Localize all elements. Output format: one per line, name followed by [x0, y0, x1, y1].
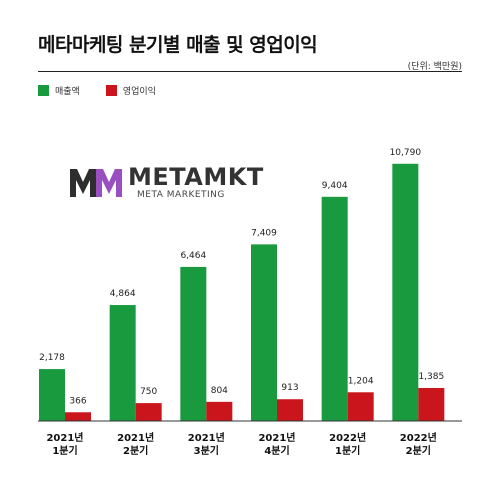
bar-revenue-5: [321, 196, 348, 421]
x-tick-label-1-line-2: 1분기: [52, 444, 77, 457]
bar-revenue-6: [392, 163, 419, 421]
x-tick-label-6-line-1: 2022년: [400, 431, 437, 444]
bar-profit-1: [65, 412, 91, 421]
bar-profit-2: [135, 403, 162, 421]
bar-revenue-2: [109, 305, 136, 421]
legend: 매출액 영업이익: [38, 84, 182, 97]
data-label-profit-3: 804: [211, 386, 228, 396]
legend-item-profit: 영업이익: [105, 84, 156, 97]
bar-revenue-1: [39, 369, 65, 421]
data-label-profit-6: 1,385: [418, 372, 444, 382]
x-tick-label-3-line-1: 2021년: [188, 431, 225, 444]
bar-profit-6: [418, 387, 445, 421]
unit-note: (단위: 백만원): [407, 62, 462, 72]
data-label-profit-2: 750: [140, 387, 157, 397]
data-label-profit-1: 366: [69, 396, 86, 406]
x-tick-label-3-line-2: 3분기: [194, 444, 219, 457]
data-label-revenue-1: 2,178: [39, 353, 65, 363]
legend-item-revenue: 매출액: [38, 84, 80, 97]
data-label-revenue-6: 10,790: [390, 148, 422, 158]
metamkt-logo: METAMKT META MARKETING: [70, 164, 264, 200]
x-tick-label-5-line-1: 2022년: [329, 431, 366, 444]
bar-profit-5: [347, 392, 374, 421]
x-tick-label-4-line-2: 4분기: [264, 444, 289, 457]
bar-profit-3: [206, 401, 233, 421]
x-tick-label-2-line-2: 2분기: [123, 444, 148, 457]
title-divider: [38, 71, 462, 72]
x-tick-label-1-line-1: 2021년: [46, 431, 83, 444]
bars-group: 2,178 366 4,864 750 6,464 804 7,409 913 9,404 1,2…: [39, 148, 445, 421]
bar-profit-4: [277, 399, 303, 421]
legend-swatch-profit: [105, 85, 117, 96]
data-label-profit-4: 913: [281, 383, 298, 393]
logo-mm-icon: [70, 169, 122, 197]
logo-wordmark: METAMKT: [128, 163, 264, 191]
bar-revenue-3: [180, 266, 207, 421]
x-tick-label-5-line-2: 1분기: [335, 444, 360, 457]
logo-tagline: META MARKETING: [137, 190, 225, 200]
x-tick-labels: 2021년1분기2021년2분기2021년3분기2021년4분기2022년1분기…: [46, 431, 436, 457]
x-tick-label-6-line-2: 2분기: [406, 444, 431, 457]
legend-label-profit: 영업이익: [122, 87, 156, 97]
data-label-revenue-5: 9,404: [322, 181, 348, 191]
legend-swatch-revenue: [38, 85, 49, 96]
data-label-revenue-2: 4,864: [110, 289, 136, 299]
data-label-revenue-4: 7,409: [251, 228, 277, 238]
x-tick-label-4-line-1: 2021년: [258, 431, 295, 444]
legend-label-revenue: 매출액: [55, 87, 80, 97]
bar-revenue-4: [251, 244, 277, 421]
x-tick-label-2-line-1: 2021년: [117, 431, 154, 444]
chart-title: 메타마케팅 분기별 매출 및 영업이익: [38, 34, 318, 56]
data-label-profit-5: 1,204: [348, 376, 374, 386]
data-label-revenue-3: 6,464: [180, 251, 206, 261]
